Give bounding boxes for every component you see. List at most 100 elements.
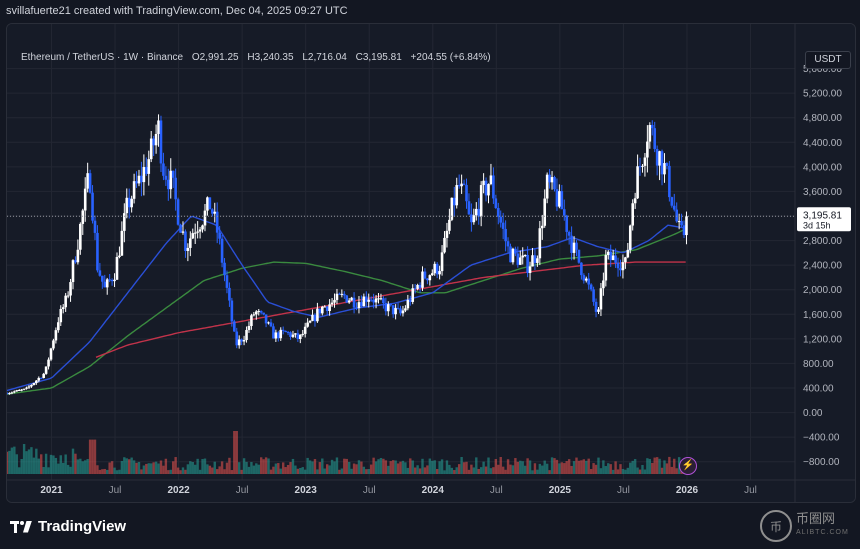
- candle-body: [565, 215, 569, 232]
- volume-bar: [369, 464, 373, 474]
- price-chart[interactable]: 5,600.00 5,200.00 4,800.00 4,400.00 4,000.00…: [7, 24, 855, 502]
- currency-button[interactable]: USDT: [805, 51, 851, 69]
- candle-body: [457, 185, 461, 187]
- volume-bar: [582, 459, 586, 474]
- volume-bar: [470, 464, 473, 474]
- volume-bar: [88, 439, 92, 474]
- lightning-icon[interactable]: ⚡: [679, 457, 697, 475]
- y-axis-label: 5,200.00: [803, 89, 842, 100]
- volume-bar: [242, 458, 246, 474]
- candle-body: [264, 314, 268, 324]
- volume-bar: [553, 458, 556, 474]
- candle-body: [15, 390, 19, 392]
- candle-body: [120, 230, 124, 256]
- candle-body: [17, 390, 21, 392]
- volume-bar: [132, 460, 136, 474]
- volume-bar: [558, 463, 561, 474]
- candle-body: [262, 312, 265, 315]
- candle-body: [626, 249, 630, 258]
- candle-body: [294, 333, 297, 335]
- volume-bar: [663, 460, 666, 474]
- candle-body: [213, 211, 217, 214]
- chart-panel[interactable]: 5,600.00 5,200.00 4,800.00 4,400.00 4,000.00…: [6, 23, 856, 503]
- volume-bar: [235, 431, 238, 474]
- candle-body: [301, 333, 305, 335]
- candle-body: [42, 373, 45, 378]
- volume-bar: [646, 458, 649, 474]
- x-axis-label: Jul: [236, 485, 249, 496]
- volume-bar: [301, 467, 304, 474]
- x-axis-label: Jul: [744, 485, 757, 496]
- volume-bar: [150, 463, 153, 474]
- candle-body: [677, 221, 681, 223]
- candle-body: [215, 211, 219, 233]
- volume-bar: [614, 461, 617, 474]
- candle-body: [438, 271, 441, 275]
- candle-body: [186, 247, 190, 251]
- candle-body: [555, 189, 559, 207]
- candle-body: [306, 322, 309, 327]
- volume-bar: [440, 459, 444, 474]
- volume-bar: [164, 458, 168, 474]
- volume-bar: [37, 458, 40, 474]
- candle-body: [35, 380, 38, 384]
- candle-body: [123, 213, 126, 231]
- candle-body: [272, 326, 275, 339]
- volume-bar: [438, 461, 441, 474]
- volume-bar: [340, 468, 344, 474]
- candle-body: [567, 231, 571, 236]
- candle-body: [313, 314, 317, 322]
- candle-body: [247, 325, 251, 330]
- candle-body: [184, 231, 187, 251]
- volume-bar: [215, 469, 219, 474]
- candle-body: [391, 305, 395, 315]
- volume-bar: [597, 457, 600, 474]
- candle-body: [624, 257, 627, 263]
- volume-bar: [362, 466, 366, 474]
- volume-bar: [252, 465, 256, 474]
- candle-body: [594, 301, 598, 312]
- candle-body: [509, 246, 512, 263]
- volume-bar: [259, 457, 263, 474]
- candle-body: [592, 289, 595, 302]
- candle-body: [333, 299, 336, 303]
- x-axis-label: 2024: [422, 485, 445, 496]
- volume-bar: [247, 466, 251, 474]
- volume-bar: [506, 459, 510, 474]
- volume-bar: [81, 461, 84, 474]
- candle-body: [147, 159, 151, 174]
- volume-bar: [176, 467, 180, 474]
- candle-body: [609, 251, 613, 261]
- candle-body: [533, 255, 537, 263]
- candle-body: [335, 293, 339, 300]
- volume-bar: [103, 468, 106, 474]
- candle-body: [96, 232, 99, 271]
- volume-bar: [389, 461, 392, 474]
- candle-body: [528, 266, 532, 273]
- candle-body: [342, 293, 346, 296]
- candle-body: [86, 173, 89, 189]
- volume-bar: [450, 467, 454, 474]
- candle-body: [511, 248, 515, 263]
- volume-bar: [174, 457, 177, 474]
- candle-body: [504, 228, 507, 242]
- candle-body: [279, 329, 283, 339]
- candle-body: [614, 255, 617, 263]
- candle-body: [318, 308, 322, 314]
- candle-body: [169, 170, 173, 190]
- volume-bar: [387, 465, 390, 474]
- candle-body: [577, 249, 581, 263]
- candle-body: [628, 225, 632, 250]
- volume-bar: [79, 458, 82, 474]
- volume-bar: [159, 460, 163, 474]
- volume-bar: [455, 467, 458, 474]
- candle-body: [389, 304, 393, 306]
- candle-body: [426, 278, 429, 281]
- tradingview-logo[interactable]: TradingView: [10, 518, 126, 535]
- volume-bar: [201, 459, 204, 474]
- candle-body: [604, 255, 608, 281]
- volume-bar: [308, 460, 312, 474]
- volume-bar: [499, 456, 502, 474]
- volume-bar: [228, 457, 231, 474]
- candle-body: [320, 306, 324, 314]
